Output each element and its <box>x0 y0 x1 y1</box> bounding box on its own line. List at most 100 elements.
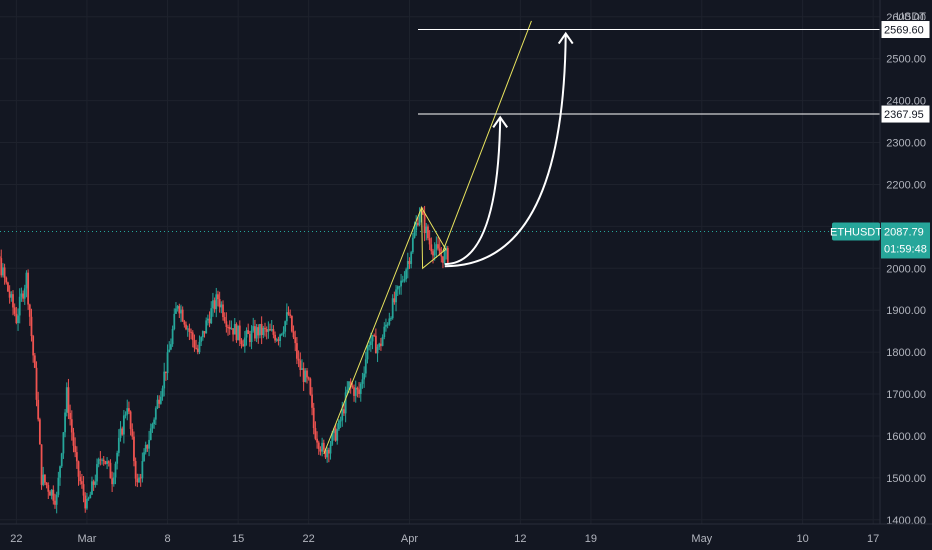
candle-body <box>12 294 14 308</box>
candle-body <box>8 291 11 298</box>
candle-body <box>44 474 46 483</box>
candle-body <box>75 452 78 462</box>
candle-body <box>322 442 325 450</box>
chart-grid <box>0 0 880 524</box>
candle-body <box>359 383 362 394</box>
candle-body <box>112 477 115 485</box>
candle-body <box>376 347 379 354</box>
candle-body <box>37 399 40 420</box>
candle-body <box>368 345 371 347</box>
x-tick-label: 15 <box>232 533 244 545</box>
candle-body <box>67 387 70 413</box>
candle-body <box>437 244 439 249</box>
candle-body <box>346 389 349 393</box>
candle-body <box>65 387 68 413</box>
candle-body <box>196 348 199 353</box>
candle-body <box>129 411 132 429</box>
candle-body <box>373 335 376 337</box>
candle-body <box>349 381 352 386</box>
candle-body <box>411 237 414 253</box>
candle-body <box>124 414 127 416</box>
candle-body <box>380 343 382 346</box>
candle-body <box>138 477 140 483</box>
candle-body <box>327 449 330 454</box>
candle-body <box>212 300 214 309</box>
candle-body <box>430 244 433 252</box>
x-tick-label: 17 <box>867 533 879 545</box>
countdown-label: 01:59:48 <box>884 243 927 255</box>
candle-body <box>422 211 424 215</box>
candle-body <box>111 478 114 485</box>
candle-body <box>59 466 61 478</box>
candle-body <box>175 308 177 314</box>
level-tag <box>880 104 931 124</box>
candle-body <box>301 368 303 370</box>
candle-body <box>423 214 426 234</box>
candle-body <box>331 433 334 445</box>
candle-body <box>180 309 182 314</box>
candle-body <box>260 323 263 335</box>
candle-body <box>321 442 324 452</box>
candle-body <box>25 272 28 289</box>
candle-body <box>121 428 124 435</box>
candle-body <box>274 334 276 341</box>
candle-body <box>254 326 256 339</box>
price-axis-panel[interactable] <box>880 0 932 550</box>
x-tick-label: 10 <box>796 533 808 545</box>
candle-body <box>366 346 369 360</box>
candle-body <box>223 317 226 322</box>
candle-body <box>341 409 344 421</box>
candle-body <box>84 495 87 509</box>
candle-body <box>415 222 418 231</box>
candle-body <box>153 419 156 425</box>
candle-body <box>94 481 97 485</box>
candle-body <box>262 327 265 335</box>
candle-body <box>297 358 300 361</box>
candle-body <box>383 326 386 337</box>
candle-body <box>10 294 13 298</box>
candle-body <box>208 318 211 324</box>
candle-body <box>168 349 171 353</box>
trendline[interactable] <box>442 20 532 252</box>
candle-body <box>316 438 318 443</box>
candle-body <box>418 213 421 226</box>
candle-body <box>173 313 176 329</box>
triangle-pattern[interactable] <box>421 205 447 270</box>
candle-body <box>374 335 377 354</box>
candle-body <box>326 449 329 458</box>
candle-body <box>210 308 213 324</box>
candle-body <box>311 394 313 408</box>
candle-body <box>186 328 189 330</box>
arrow-curve[interactable] <box>444 117 502 266</box>
candle-body <box>403 279 406 281</box>
candle-body <box>5 277 8 283</box>
x-tick-label: Mar <box>77 533 96 545</box>
candle-body <box>126 408 129 415</box>
candle-body <box>442 256 444 263</box>
level-tag-label: 2367.95 <box>884 109 924 121</box>
candle-body <box>106 461 108 464</box>
time-axis[interactable]: 22 Mar 8 15 22 Apr 12 19 May 10 17 <box>0 523 932 545</box>
price-axis[interactable]: 1400.00 1500.00 1600.00 1700.00 1800.00 1900.… <box>879 0 932 550</box>
candle-body <box>344 392 347 414</box>
candle-body <box>336 429 339 441</box>
arrow-curve[interactable] <box>444 33 567 268</box>
candle-body <box>33 355 36 368</box>
y-tick-label: 1800.00 <box>886 347 926 359</box>
candle-body <box>45 482 48 486</box>
currency-label: USDT <box>896 11 926 23</box>
candle-body <box>54 500 56 505</box>
candle-body <box>69 412 72 420</box>
trendline[interactable] <box>323 207 423 455</box>
y-tick-label: 1500.00 <box>886 473 926 485</box>
candle-body <box>406 261 409 270</box>
candle-body <box>57 477 60 495</box>
candle-body <box>247 330 250 334</box>
candle-body <box>27 272 30 305</box>
candle-body <box>356 387 359 390</box>
candle-body <box>144 444 147 453</box>
candle-body <box>270 329 273 331</box>
candle-body <box>154 408 157 420</box>
